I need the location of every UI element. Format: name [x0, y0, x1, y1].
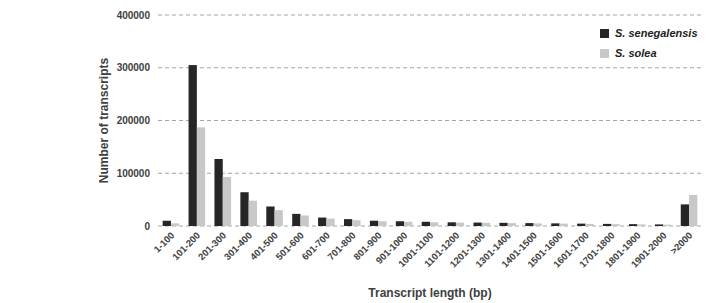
bar	[603, 224, 611, 226]
bar	[275, 210, 283, 226]
bar	[611, 224, 619, 226]
bar	[430, 222, 438, 226]
bar	[448, 222, 456, 226]
bar	[474, 223, 482, 226]
y-tick-label: 300000	[117, 62, 151, 73]
bar	[681, 204, 689, 226]
y-tick-label: 0	[144, 221, 150, 232]
bar	[292, 214, 300, 226]
y-tick-label: 100000	[117, 168, 151, 179]
bar	[663, 225, 671, 226]
bar	[637, 224, 645, 226]
grid-line	[158, 173, 702, 174]
bar	[223, 177, 231, 226]
bar	[534, 223, 542, 226]
grid-line	[158, 67, 702, 68]
bar	[344, 219, 352, 226]
bar	[240, 192, 248, 226]
bar	[482, 223, 490, 226]
legend-label: S. senegalensis	[615, 27, 698, 39]
bar	[396, 221, 404, 226]
bar	[171, 223, 179, 226]
bar	[197, 127, 205, 226]
bar	[560, 224, 568, 226]
bar	[525, 223, 533, 226]
grid-line	[158, 15, 702, 16]
bar	[499, 223, 507, 226]
bar	[326, 219, 334, 226]
chart: 01000002000003000004000001-100101-200201…	[0, 0, 714, 303]
bar	[318, 218, 326, 226]
bar	[378, 221, 386, 226]
bar	[551, 223, 559, 226]
bar	[577, 224, 585, 226]
bar	[585, 224, 593, 226]
legend-swatch	[600, 49, 609, 58]
bar	[508, 223, 516, 226]
bar	[655, 224, 663, 226]
x-tick-label: 1901-2000	[629, 230, 669, 270]
bar	[300, 215, 308, 226]
bar	[422, 222, 430, 226]
bar	[266, 206, 274, 226]
y-tick-label: 400000	[117, 10, 151, 21]
bar	[404, 222, 412, 226]
x-tick-label: >2000	[668, 230, 695, 257]
bar	[629, 224, 637, 226]
bars	[163, 65, 698, 226]
grid-line	[158, 120, 702, 121]
bar	[352, 220, 360, 226]
bar	[370, 221, 378, 226]
legend-swatch	[600, 29, 609, 38]
bar	[689, 195, 697, 226]
x-axis-title: Transcript length (bp)	[368, 286, 491, 300]
legend-label: S. solea	[615, 47, 657, 59]
bar	[249, 201, 257, 226]
y-axis-title: Number of transcripts	[97, 57, 111, 183]
bar	[214, 159, 222, 226]
bar	[456, 223, 464, 226]
bar	[163, 221, 171, 226]
y-tick-label: 200000	[117, 115, 151, 126]
bar	[189, 65, 197, 226]
